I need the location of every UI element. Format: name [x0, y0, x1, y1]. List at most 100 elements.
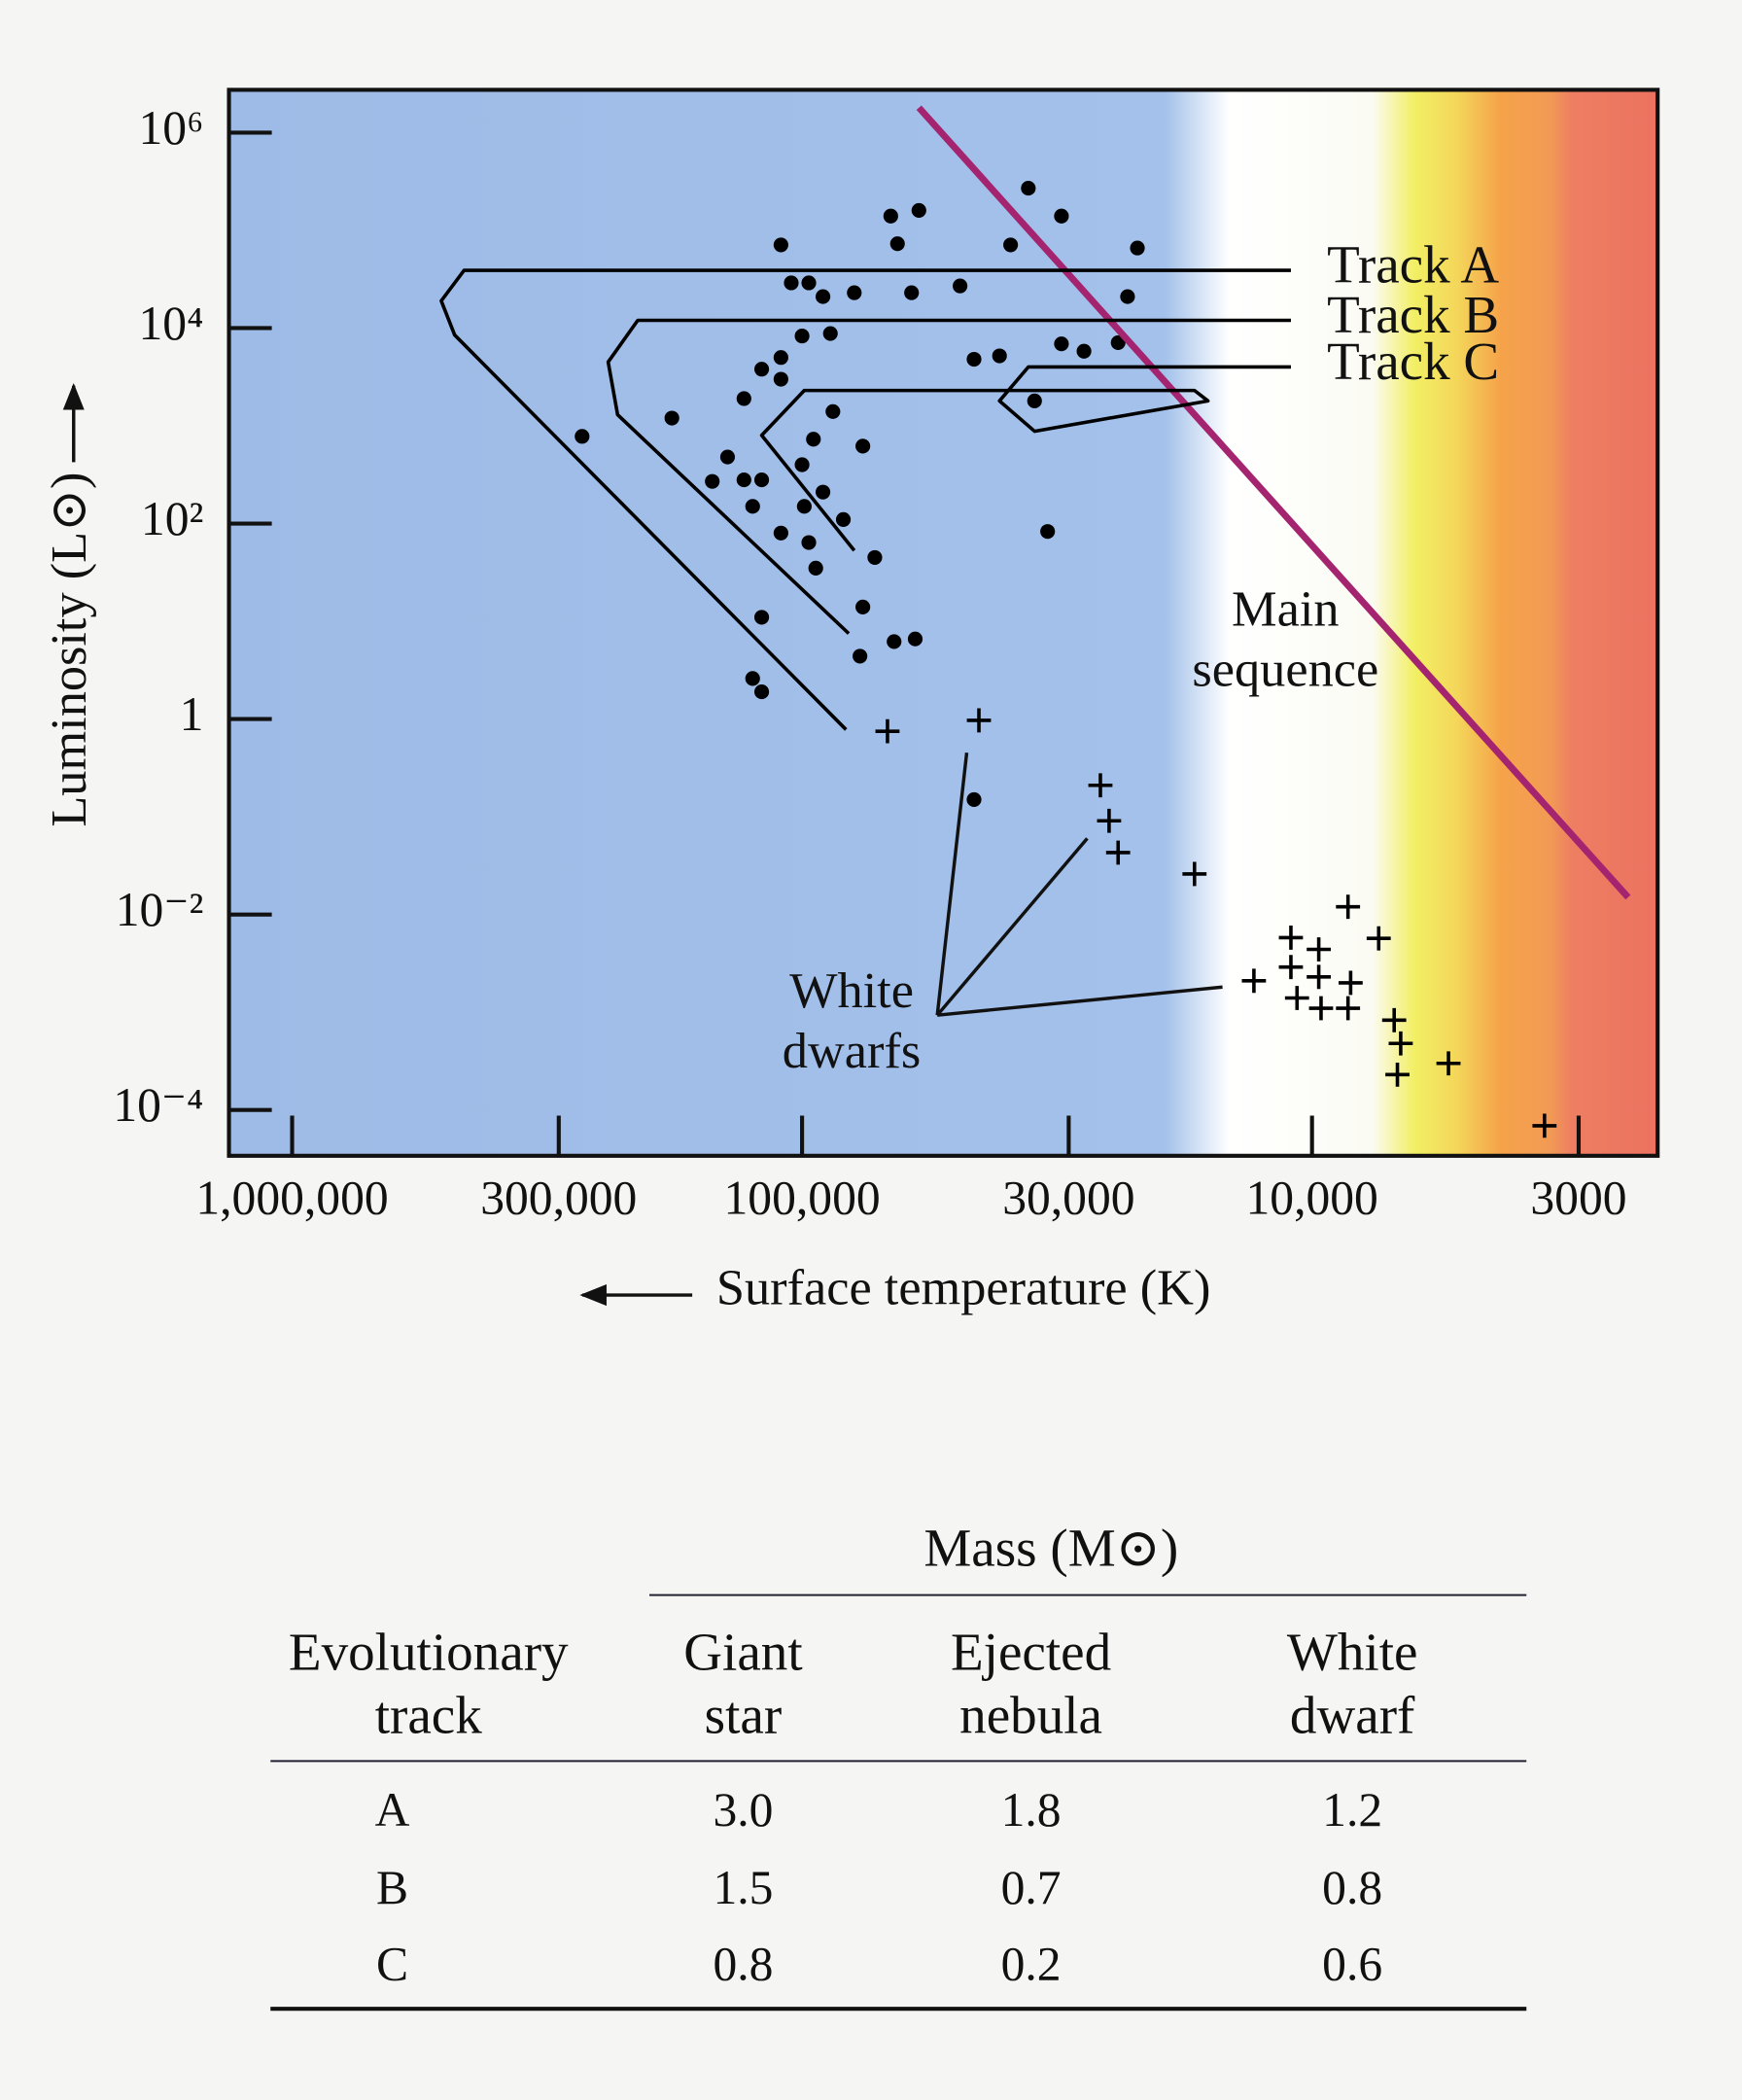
- star-dot: [911, 202, 926, 218]
- main-sequence-label-holder: Main sequence: [1018, 580, 1553, 700]
- star-dot: [753, 362, 770, 377]
- table-cell: 1.5: [713, 1861, 773, 1914]
- white-dwarf-cross: [1097, 808, 1122, 833]
- table-cell: 0.8: [713, 1937, 773, 1990]
- star-dot: [719, 449, 736, 465]
- star-dot: [796, 499, 812, 514]
- star-dot: [808, 560, 823, 576]
- table-cell: 1.8: [1001, 1783, 1062, 1837]
- white-dwarf-cross: [1385, 1062, 1410, 1087]
- white-dwarf-cross: [1532, 1113, 1557, 1138]
- star-dot: [815, 484, 831, 500]
- star-dot: [822, 326, 838, 341]
- star-dot: [773, 371, 788, 387]
- table-cell: 3.0: [713, 1783, 773, 1837]
- x-tick-label: 10,000: [1245, 1171, 1377, 1224]
- table-column-header: Ejected nebula: [950, 1622, 1112, 1746]
- x-tick-label: 3000: [1530, 1171, 1626, 1224]
- x-axis-label: Surface temperature (K): [716, 1259, 1210, 1315]
- table-cell: 0.8: [1322, 1861, 1382, 1914]
- white-dwarf-cross: [1388, 1031, 1413, 1056]
- white-dwarf-cross: [1306, 964, 1332, 990]
- star-dot: [575, 429, 590, 444]
- star-dot: [1110, 334, 1126, 350]
- x-tick-label: 1,000,000: [195, 1171, 388, 1224]
- star-dot: [753, 472, 770, 488]
- star-dot: [883, 208, 898, 224]
- star-dot: [855, 438, 871, 454]
- star-dot: [867, 549, 883, 565]
- table-column-header-holder: Giant star: [475, 1621, 1011, 1747]
- white-dwarf-cross: [1336, 894, 1361, 920]
- evolutionary-track: [606, 318, 1291, 635]
- table-column-header: Evolutionary track: [288, 1622, 569, 1746]
- y-tick-label: 1: [180, 687, 204, 741]
- y-tick-label: 10⁻²: [116, 883, 204, 936]
- star-dot: [794, 329, 810, 344]
- white-dwarf-cross: [1105, 840, 1131, 865]
- white-dwarf-cross: [875, 718, 900, 744]
- evolutionary-track: [759, 365, 1291, 552]
- star-dot: [1027, 393, 1042, 408]
- table-cell: B: [376, 1861, 408, 1914]
- y-tick-label: 10⁶: [138, 101, 203, 155]
- white-dwarf-cross: [1278, 926, 1304, 950]
- star-dot: [855, 599, 871, 614]
- star-dot: [966, 791, 982, 807]
- star-dot: [907, 631, 923, 647]
- star-dot: [784, 275, 799, 291]
- star-dot: [801, 535, 817, 550]
- white-dwarf-cross: [1278, 955, 1304, 980]
- white-dwarf-cross: [1241, 968, 1267, 994]
- star-dot: [794, 457, 810, 472]
- table-cell: 0.7: [1001, 1861, 1062, 1914]
- y-axis-label: Luminosity (L⊙): [41, 472, 97, 827]
- plot-area: [228, 105, 1631, 1156]
- star-dot: [847, 285, 862, 300]
- star-dot: [889, 236, 905, 252]
- white-dwarf-cross: [1338, 970, 1363, 996]
- pointer-line: [935, 752, 969, 1016]
- main-sequence-label: Main sequence: [1192, 580, 1379, 698]
- table-column-header-box: Ejected nebula: [763, 1621, 1299, 1747]
- table-column-header-box: Giant star: [475, 1621, 1011, 1747]
- star-dot: [801, 275, 817, 291]
- plot-background: [228, 89, 1658, 1156]
- star-dot: [825, 403, 841, 419]
- star-dot: [1130, 240, 1145, 256]
- white-dwarf-cross: [1336, 996, 1361, 1021]
- star-dot: [992, 348, 1007, 364]
- table-cell: 0.2: [1001, 1937, 1062, 1990]
- white-dwarf-cross: [966, 708, 992, 733]
- star-dot: [815, 289, 831, 304]
- track-label: Track C: [1327, 332, 1499, 391]
- table-group-header: Mass (M⊙): [923, 1519, 1178, 1578]
- star-dot: [953, 278, 968, 294]
- table-column-header-box: White dwarf: [1286, 1622, 1418, 1746]
- star-dot: [887, 634, 902, 649]
- white-dwarf-cross: [1306, 937, 1332, 962]
- star-dot: [773, 350, 788, 366]
- annotation-holder: White dwarfs: [584, 962, 1120, 1081]
- star-dot: [736, 391, 751, 406]
- table-cell: 1.2: [1322, 1783, 1382, 1837]
- white-dwarf-cross: [1308, 996, 1334, 1021]
- star-dot: [1054, 336, 1069, 352]
- main-sequence-label-box: Main sequence: [1018, 580, 1553, 700]
- star-dot: [853, 648, 868, 664]
- table-column-header-holder: Ejected nebula: [763, 1621, 1299, 1747]
- white-dwarf-cross: [1182, 861, 1207, 887]
- table-cell: 0.6: [1322, 1937, 1382, 1990]
- track-label: Track A: [1327, 235, 1499, 295]
- star-dot: [1054, 208, 1069, 224]
- star-dot: [1021, 180, 1036, 196]
- annotation-box: White dwarfs: [584, 962, 1120, 1081]
- white-dwarf-cross: [1436, 1051, 1461, 1076]
- white-dwarf-cross: [1381, 1007, 1407, 1032]
- main-sequence-line: [916, 105, 1631, 900]
- pointer-line: [937, 985, 1223, 1017]
- x-tick-label: 100,000: [724, 1171, 881, 1224]
- y-tick-label: 10⁴: [138, 297, 203, 350]
- table-column-header: White dwarf: [1286, 1622, 1418, 1746]
